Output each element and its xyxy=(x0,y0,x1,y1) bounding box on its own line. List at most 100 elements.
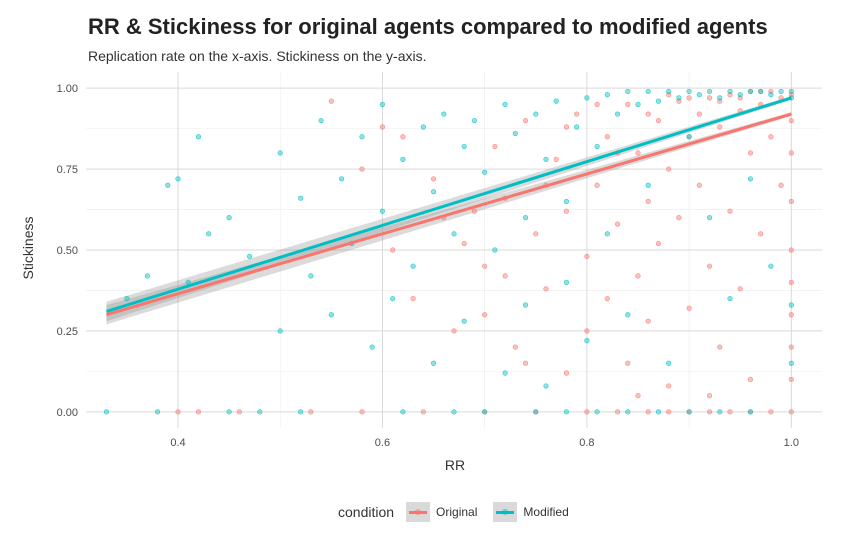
y-tick-label: 0.00 xyxy=(57,407,78,419)
data-point xyxy=(717,344,723,350)
data-point xyxy=(778,88,784,95)
fit-lines xyxy=(105,96,792,317)
legend-key-modified xyxy=(493,502,518,522)
data-point xyxy=(614,111,621,117)
data-point xyxy=(666,166,672,172)
grid-lines xyxy=(86,72,822,428)
data-point xyxy=(522,302,529,308)
data-point xyxy=(788,376,794,383)
data-point xyxy=(645,182,651,188)
data-point xyxy=(277,328,283,334)
data-point xyxy=(727,208,733,214)
data-point xyxy=(441,111,447,117)
data-point xyxy=(604,92,610,98)
data-point xyxy=(379,101,386,107)
data-point xyxy=(359,134,365,140)
data-point xyxy=(666,360,672,366)
data-point xyxy=(522,360,529,366)
data-point xyxy=(747,176,754,182)
data-point xyxy=(706,88,713,95)
data-point xyxy=(696,92,702,98)
data-point xyxy=(666,88,672,95)
x-tick-label: 0.6 xyxy=(375,437,390,449)
data-point xyxy=(502,273,508,279)
y-tick-label: 0.75 xyxy=(57,164,78,176)
data-point xyxy=(533,409,539,415)
data-point xyxy=(686,134,692,140)
legend: condition Original Modified xyxy=(338,502,579,522)
legend-label-modified: Modified xyxy=(523,505,569,519)
data-point xyxy=(645,318,651,324)
data-point xyxy=(737,92,743,98)
data-point xyxy=(706,263,713,269)
data-point xyxy=(625,101,631,107)
data-point xyxy=(788,302,794,308)
data-point xyxy=(522,215,529,221)
data-point xyxy=(614,221,621,227)
data-point xyxy=(175,409,181,415)
data-point xyxy=(502,370,508,376)
data-point xyxy=(584,409,590,415)
y-tick-label: 1.00 xyxy=(57,83,78,95)
data-point xyxy=(103,409,110,415)
data-point xyxy=(298,195,304,201)
data-point xyxy=(747,88,754,95)
data-point xyxy=(594,101,600,107)
data-point xyxy=(635,150,641,156)
data-point xyxy=(563,370,570,376)
data-point xyxy=(584,328,590,334)
data-point xyxy=(410,295,416,302)
data-point xyxy=(154,409,161,415)
data-point xyxy=(195,134,202,140)
data-point xyxy=(666,383,672,389)
data-point xyxy=(461,318,467,324)
data-point xyxy=(686,95,692,101)
data-point xyxy=(502,101,508,107)
data-point xyxy=(338,176,345,182)
data-point xyxy=(451,409,457,415)
data-point xyxy=(277,150,283,156)
chart-subtitle: Replication rate on the x-axis. Stickine… xyxy=(88,48,427,64)
data-point xyxy=(788,247,794,253)
data-point xyxy=(604,134,610,140)
data-point xyxy=(645,88,651,95)
data-point xyxy=(553,98,559,104)
data-point xyxy=(635,101,641,107)
data-point xyxy=(655,117,662,124)
data-point xyxy=(522,117,529,124)
legend-label-original: Original xyxy=(436,505,478,519)
data-point xyxy=(686,305,692,311)
data-point xyxy=(635,393,641,399)
data-point xyxy=(717,95,723,101)
data-point xyxy=(788,360,794,366)
data-point xyxy=(717,409,723,415)
fit-line xyxy=(105,96,792,313)
data-point xyxy=(563,279,570,285)
data-point xyxy=(737,286,743,292)
fit-line xyxy=(106,112,792,317)
data-point xyxy=(257,409,263,415)
data-point xyxy=(165,182,171,188)
data-point xyxy=(645,111,651,117)
data-point xyxy=(788,279,794,285)
data-point xyxy=(206,231,212,237)
data-point xyxy=(390,247,396,253)
data-point xyxy=(788,198,794,205)
data-point xyxy=(584,253,590,260)
x-tick-labels: 0.4 0.6 0.8 1.0 xyxy=(170,437,799,449)
data-point xyxy=(768,92,774,98)
data-point xyxy=(563,124,570,130)
data-point xyxy=(451,328,457,334)
data-point xyxy=(788,88,794,95)
data-point xyxy=(584,95,590,101)
x-axis-title: RR xyxy=(445,457,465,473)
data-point xyxy=(144,273,150,279)
data-point xyxy=(574,111,580,117)
data-point xyxy=(706,409,713,415)
data-point xyxy=(226,409,232,415)
data-point xyxy=(594,409,600,415)
data-point xyxy=(614,409,621,415)
data-point xyxy=(543,383,549,389)
data-point xyxy=(563,409,570,415)
